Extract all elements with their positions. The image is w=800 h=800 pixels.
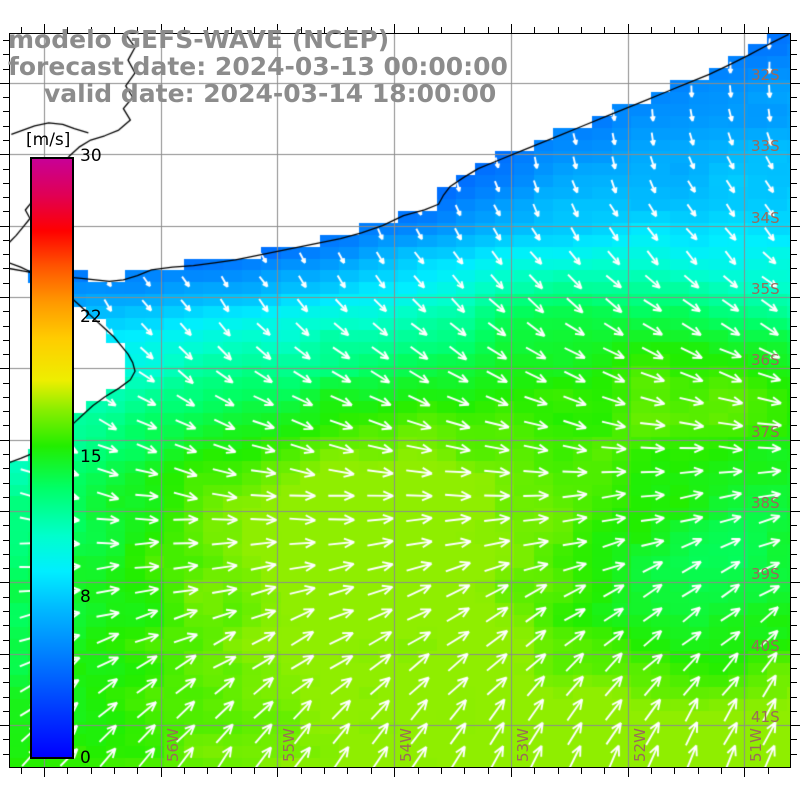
longitude-label: 54W [397,728,416,762]
latitude-label: 41S [751,708,780,727]
latitude-label: 33S [751,137,780,156]
map-plot-area [9,33,791,768]
colorbar-tick-label: 22 [80,306,102,327]
colorbar-tick-label: 0 [80,748,91,768]
latitude-label: 40S [751,636,780,655]
longitude-label: 55W [280,728,299,762]
longitude-label: 51W [747,728,766,762]
latitude-label: 34S [751,208,780,227]
colorbar-tick-label: 30 [80,146,102,166]
latitude-label: 32S [751,65,780,84]
colorbar-tick-label: 8 [80,587,91,608]
latitude-label: 39S [751,565,780,584]
longitude-label: 52W [630,728,649,762]
latitude-label: 35S [751,280,780,299]
longitude-label: 53W [513,728,532,762]
axis-ticks-left [0,33,9,768]
axis-ticks-top [9,24,791,33]
colorbar-unit-label: [m/s] [26,130,71,150]
colorbar-gradient [30,157,74,759]
wind-speed-field-canvas [9,33,791,768]
latitude-label: 38S [751,494,780,513]
latitude-label: 36S [751,351,780,370]
longitude-label: 56W [163,728,182,762]
colorbar [30,157,74,759]
colorbar-tick-label: 15 [80,447,102,467]
axis-ticks-right [791,33,800,768]
axis-ticks-bottom [9,768,791,777]
latitude-label: 37S [751,422,780,441]
